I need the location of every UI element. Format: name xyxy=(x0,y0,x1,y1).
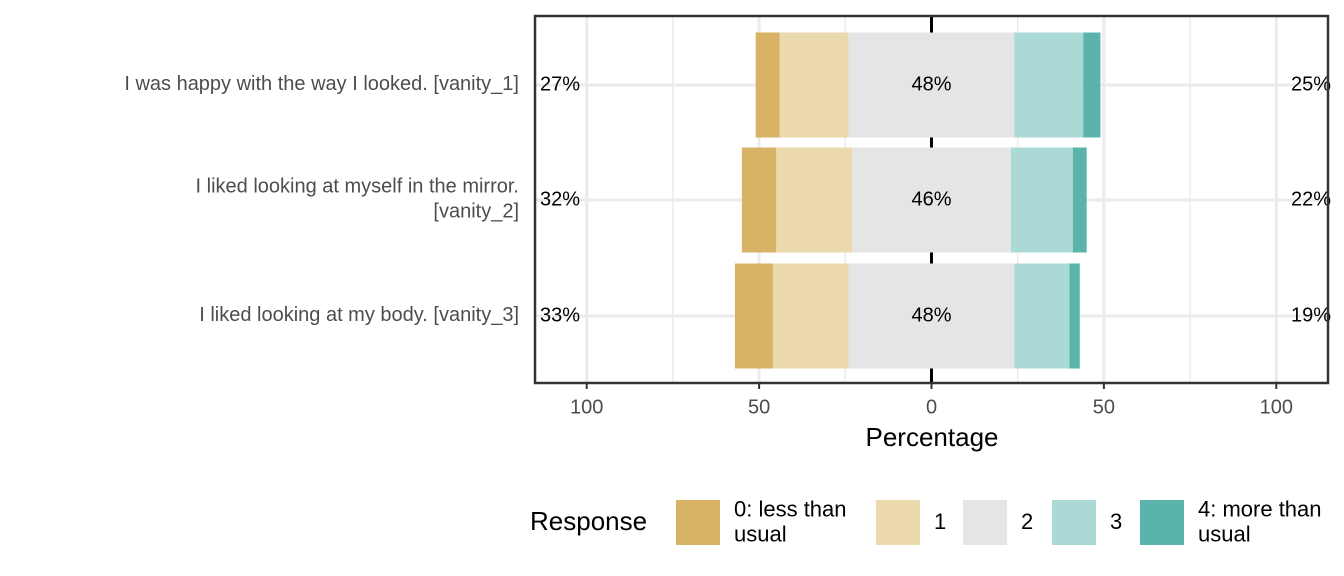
y-tick-label-line: [vanity_2] xyxy=(433,201,519,223)
bar-segment xyxy=(779,32,849,138)
bar-segment xyxy=(1010,147,1073,253)
legend-label-line: usual xyxy=(734,521,787,546)
high-label: 22% xyxy=(1291,188,1331,210)
x-tick-label: 0 xyxy=(926,396,937,418)
low-label: 32% xyxy=(540,188,580,210)
low-label: 33% xyxy=(540,304,580,326)
y-tick-label-line: I liked looking at myself in the mirror. xyxy=(196,176,519,198)
legend-label: 4: more than usual xyxy=(1198,496,1322,546)
legend-swatch xyxy=(676,500,720,545)
legend-title: Response xyxy=(530,506,647,536)
bar-segment xyxy=(848,32,1015,138)
legend-label-line: 2 xyxy=(1021,509,1033,534)
y-tick-label-line: I liked looking at my body. [vanity_3] xyxy=(199,304,519,326)
bar-segment xyxy=(772,263,849,369)
y-tick-label: I liked looking at my body. [vanity_3] xyxy=(199,304,519,326)
x-tick-label: 50 xyxy=(1093,396,1115,418)
high-label: 19% xyxy=(1291,304,1331,326)
mid-label: 46% xyxy=(911,188,951,210)
legend-label: 0: less than usual xyxy=(734,496,847,546)
legend-label-line: usual xyxy=(1198,521,1251,546)
high-label: 25% xyxy=(1291,73,1331,95)
bar-segment xyxy=(741,147,777,253)
y-tick-label: I was happy with the way I looked. [vani… xyxy=(124,73,519,95)
x-axis-title: Percentage xyxy=(866,422,999,452)
bar-segment xyxy=(734,263,773,369)
y-tick-label-line: I was happy with the way I looked. [vani… xyxy=(124,73,519,95)
legend-swatch xyxy=(963,500,1007,545)
bar-segment xyxy=(1069,263,1080,369)
legend-swatch xyxy=(1140,500,1184,545)
legend-label-line: 0: less than xyxy=(734,496,847,521)
legend-label-line: 4: more than xyxy=(1198,496,1322,521)
low-label: 27% xyxy=(540,73,580,95)
x-tick-label: 100 xyxy=(1260,396,1293,418)
bar-segment xyxy=(1072,147,1087,253)
legend-label: 2 xyxy=(1021,509,1033,534)
legend-label: 1 xyxy=(934,509,946,534)
legend-swatch xyxy=(876,500,920,545)
bar-segment xyxy=(776,147,853,253)
bar-segment xyxy=(1014,32,1084,138)
bar-segment xyxy=(1014,263,1070,369)
legend-label-line: 1 xyxy=(934,509,946,534)
mid-label: 48% xyxy=(911,73,951,95)
x-tick-label: 50 xyxy=(748,396,770,418)
bar-segment xyxy=(755,32,780,138)
y-tick-label: I liked looking at myself in the mirror.… xyxy=(196,176,519,223)
bar-segment xyxy=(848,263,1015,369)
legend-swatch xyxy=(1052,500,1096,545)
bar-segment xyxy=(852,147,1011,253)
legend-label-line: 3 xyxy=(1110,509,1122,534)
mid-label: 48% xyxy=(911,304,951,326)
x-tick-label: 100 xyxy=(570,396,603,418)
bar-segment xyxy=(1083,32,1101,138)
legend-label: 3 xyxy=(1110,509,1122,534)
